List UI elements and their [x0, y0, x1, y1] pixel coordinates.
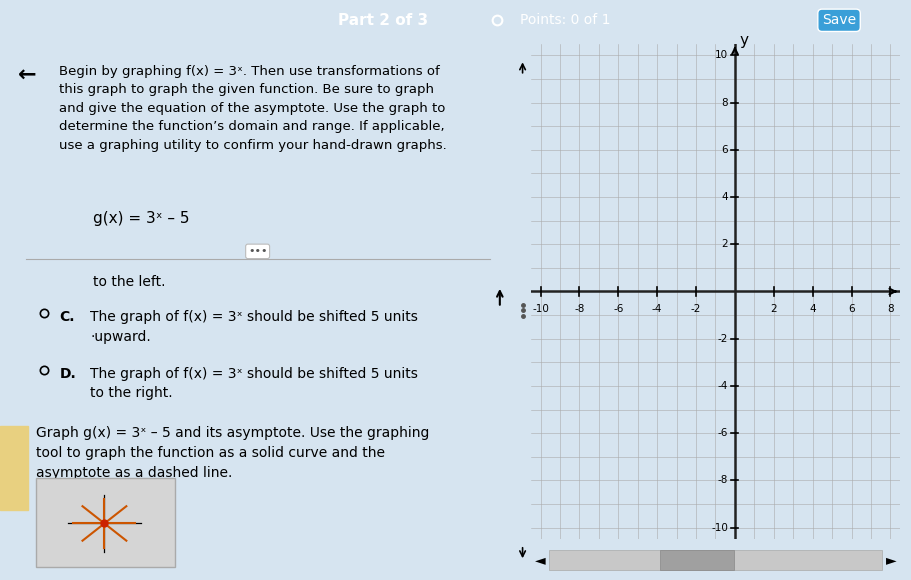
Text: -8: -8 — [574, 304, 584, 314]
Text: Click to
enlarge
graph: Click to enlarge graph — [86, 485, 136, 535]
Text: 6: 6 — [847, 304, 854, 314]
Bar — [660, 550, 733, 570]
Text: Begin by graphing f(x) = 3ˣ. Then use transformations of
this graph to graph the: Begin by graphing f(x) = 3ˣ. Then use tr… — [59, 65, 446, 152]
Text: -10: -10 — [531, 304, 548, 314]
Text: 8: 8 — [721, 97, 727, 107]
Text: 8: 8 — [886, 304, 893, 314]
Text: -4: -4 — [651, 304, 661, 314]
Text: y: y — [739, 33, 748, 48]
Text: D.: D. — [59, 367, 76, 381]
Text: Graph g(x) = 3ˣ – 5 and its asymptote. Use the graphing
tool to graph the functi: Graph g(x) = 3ˣ – 5 and its asymptote. U… — [36, 426, 429, 480]
Text: ►: ► — [885, 553, 896, 567]
Bar — [0, 426, 28, 510]
Bar — [548, 550, 881, 570]
Text: 4: 4 — [721, 192, 727, 202]
Text: 2: 2 — [770, 304, 776, 314]
Text: -6: -6 — [717, 428, 727, 438]
Text: •••: ••• — [248, 246, 267, 256]
Text: ←: ← — [18, 65, 36, 85]
Text: 2: 2 — [721, 239, 727, 249]
Text: -4: -4 — [717, 381, 727, 391]
Text: The graph of f(x) = 3ˣ should be shifted 5 units
·upward.: The graph of f(x) = 3ˣ should be shifted… — [90, 310, 417, 344]
Text: -6: -6 — [612, 304, 623, 314]
Text: 10: 10 — [714, 50, 727, 60]
Text: -2: -2 — [690, 304, 701, 314]
Text: g(x) = 3ˣ – 5: g(x) = 3ˣ – 5 — [93, 211, 189, 226]
Text: ◄: ◄ — [534, 553, 545, 567]
Text: -10: -10 — [711, 523, 727, 532]
Text: to the left.: to the left. — [93, 276, 165, 289]
Text: -2: -2 — [717, 334, 727, 344]
Text: Part 2 of 3: Part 2 of 3 — [338, 13, 427, 28]
Text: C.: C. — [59, 310, 75, 324]
Text: Save: Save — [821, 13, 855, 27]
Text: 4: 4 — [808, 304, 815, 314]
FancyBboxPatch shape — [36, 477, 175, 567]
Text: -8: -8 — [717, 476, 727, 485]
Text: Points: 0 of 1: Points: 0 of 1 — [519, 13, 610, 27]
Text: 6: 6 — [721, 145, 727, 155]
Text: The graph of f(x) = 3ˣ should be shifted 5 units
to the right.: The graph of f(x) = 3ˣ should be shifted… — [90, 367, 417, 400]
